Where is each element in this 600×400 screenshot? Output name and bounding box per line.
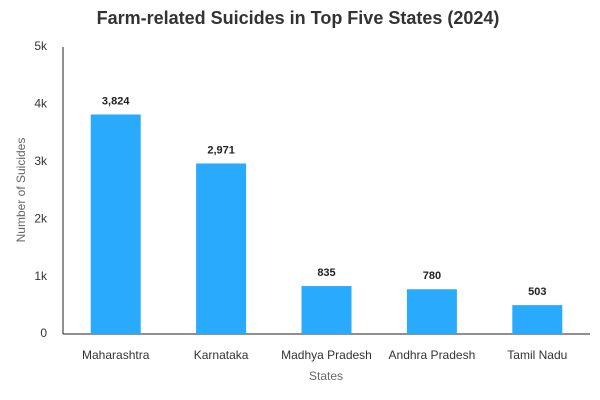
x-tick-label: Andhra Pradesh	[389, 348, 476, 362]
y-tick-label: 1k	[34, 269, 48, 283]
x-tick-label: Maharashtra	[82, 348, 150, 362]
y-tick-label: 2k	[34, 211, 48, 225]
value-label: 2,971	[207, 144, 235, 156]
x-axis-label: States	[309, 369, 343, 383]
bar	[301, 286, 352, 334]
value-label: 503	[528, 286, 546, 298]
y-tick-label: 4k	[34, 97, 48, 111]
y-tick-label: 0	[40, 326, 47, 340]
chart-title: Farm-related Suicides in Top Five States…	[97, 8, 500, 28]
y-tick-label: 5k	[34, 39, 48, 53]
bar	[196, 163, 247, 334]
x-tick-label: Madhya Pradesh	[281, 348, 372, 362]
value-label: 3,824	[102, 95, 130, 107]
y-axis-label: Number of Suicides	[14, 138, 28, 243]
bar	[512, 305, 563, 334]
bar	[406, 289, 457, 334]
x-tick-label: Tamil Nadu	[507, 348, 567, 362]
value-label: 835	[317, 267, 335, 279]
y-tick-label: 3k	[34, 154, 48, 168]
bar	[90, 114, 141, 334]
x-tick-label: Karnataka	[194, 348, 249, 362]
value-label: 780	[423, 270, 441, 282]
